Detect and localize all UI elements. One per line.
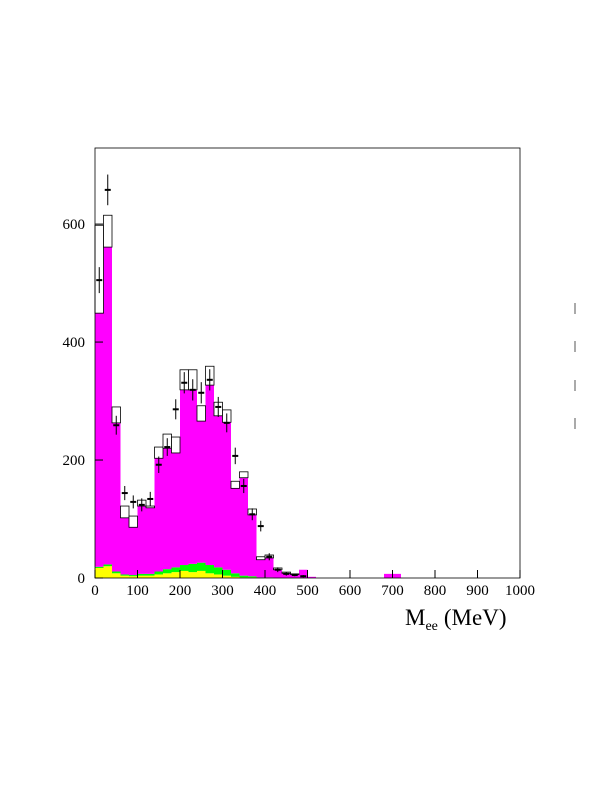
histogram-bar: [392, 573, 401, 578]
histogram-bar: [112, 573, 121, 578]
histogram-bar: [145, 505, 155, 509]
histogram-bar: [265, 557, 274, 578]
histogram-bar: [129, 527, 138, 576]
x-tick-label: 1000: [505, 583, 535, 599]
histogram-bar: [171, 567, 180, 573]
histogram-bar: [307, 576, 316, 578]
histogram-bar: [197, 421, 206, 563]
histogram-bar: [180, 389, 189, 566]
histogram-bar: [205, 565, 214, 574]
histogram-bar: [171, 436, 181, 454]
histogram-bar: [112, 422, 121, 572]
histogram-bar: [103, 564, 112, 567]
histogram-bar: [163, 448, 172, 570]
histogram-bar: [137, 506, 146, 574]
histogram-bar: [146, 575, 155, 578]
x-tick-label: 0: [91, 583, 99, 599]
histogram-bar: [129, 576, 138, 578]
histogram-bar: [231, 576, 240, 578]
histogram-bar: [384, 573, 393, 578]
histogram-bar: [137, 573, 146, 576]
x-tick-label: 100: [126, 583, 149, 599]
x-tick-label: 600: [339, 583, 362, 599]
histogram-bar: [197, 570, 206, 578]
histogram-bar: [188, 572, 197, 578]
histogram-bar: [239, 575, 248, 578]
histogram-bar: [171, 572, 180, 578]
histogram-bar: [196, 405, 206, 422]
histogram-bar: [273, 569, 282, 578]
histogram-bar: [222, 422, 231, 570]
histogram-bar: [256, 559, 265, 578]
histogram-bar: [256, 556, 266, 561]
histogram-bar: [120, 505, 130, 519]
histogram-bar: [163, 569, 172, 574]
histogram-bar: [120, 574, 129, 576]
histogram-bar: [95, 313, 104, 567]
histogram-bar: [154, 574, 163, 578]
histogram-bar: [222, 569, 231, 576]
histogram-bar: [205, 385, 214, 566]
histogram-bar: [103, 247, 112, 565]
histogram-bar: [239, 471, 249, 479]
histogram-bar: [163, 573, 172, 578]
x-label-main: M: [405, 605, 425, 630]
histogram-bar: [248, 514, 257, 577]
histogram-bar: [188, 389, 197, 564]
histogram-bar: [128, 515, 138, 528]
x-tick-label: 500: [296, 583, 319, 599]
histogram-bar: [120, 575, 129, 578]
y-tick-label: 200: [63, 453, 86, 469]
histogram-bar: [230, 480, 240, 489]
histogram-bar: [137, 575, 146, 578]
histogram-bar: [112, 571, 121, 574]
x-axis-label: Mee (MeV): [405, 605, 506, 634]
x-label-unit: (MeV): [444, 605, 507, 630]
x-tick-label: 200: [169, 583, 192, 599]
histogram-bar: [205, 573, 214, 578]
histogram-bar: [214, 567, 223, 575]
x-tick-label: 400: [254, 583, 277, 599]
y-tick-label: 400: [63, 335, 86, 351]
x-tick-label: 800: [424, 583, 447, 599]
histogram-bar: [248, 576, 257, 578]
histogram-bar: [95, 567, 104, 578]
histogram-bar: [180, 570, 189, 578]
x-tick-label: 900: [466, 583, 489, 599]
x-tick-label: 700: [381, 583, 404, 599]
histogram-bar: [129, 575, 138, 577]
histogram-bar: [103, 566, 112, 578]
histogram-bar: [239, 477, 248, 576]
histogram-bar: [146, 507, 155, 574]
histogram-bar: [103, 214, 113, 248]
histogram-bar: [231, 488, 240, 574]
y-tick-label: 600: [63, 217, 86, 233]
histogram-bar: [197, 562, 206, 571]
histogram-bar: [154, 571, 163, 575]
histogram-bar: [120, 517, 129, 575]
y-tick-label: 0: [78, 571, 86, 587]
histogram-bar: [231, 573, 240, 577]
histogram-bar: [146, 573, 155, 576]
histogram-bar: [188, 563, 197, 573]
histogram-bar: [95, 566, 104, 568]
histogram-bar: [222, 575, 231, 578]
histogram-bar: [154, 458, 163, 572]
histogram-bar: [299, 569, 308, 578]
x-tick-label: 300: [211, 583, 234, 599]
histogram-bar: [214, 574, 223, 578]
histogram-bar: [180, 565, 189, 571]
histogram-bar: [214, 415, 223, 568]
x-label-sub: ee: [425, 619, 437, 634]
histogram-bar: [171, 452, 180, 568]
